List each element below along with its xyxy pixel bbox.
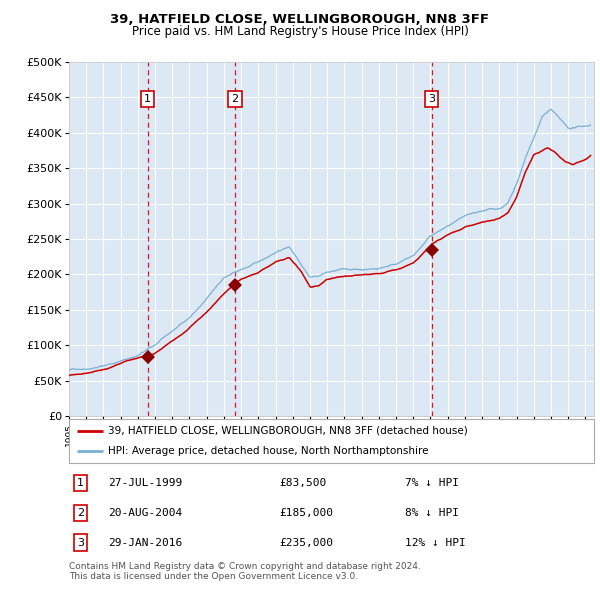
Text: 12% ↓ HPI: 12% ↓ HPI [405, 537, 466, 548]
Text: 1: 1 [77, 478, 84, 488]
Text: £83,500: £83,500 [279, 478, 326, 488]
Text: 20-AUG-2004: 20-AUG-2004 [109, 508, 182, 517]
Text: 27-JUL-1999: 27-JUL-1999 [109, 478, 182, 488]
Text: Contains HM Land Registry data © Crown copyright and database right 2024.
This d: Contains HM Land Registry data © Crown c… [69, 562, 421, 581]
Text: 2: 2 [232, 94, 238, 104]
Text: 39, HATFIELD CLOSE, WELLINGBOROUGH, NN8 3FF (detached house): 39, HATFIELD CLOSE, WELLINGBOROUGH, NN8 … [109, 426, 468, 436]
Text: 3: 3 [77, 537, 84, 548]
Text: 39, HATFIELD CLOSE, WELLINGBOROUGH, NN8 3FF: 39, HATFIELD CLOSE, WELLINGBOROUGH, NN8 … [110, 13, 490, 26]
Text: 3: 3 [428, 94, 436, 104]
Text: 2: 2 [77, 508, 84, 517]
Text: £235,000: £235,000 [279, 537, 333, 548]
Text: 29-JAN-2016: 29-JAN-2016 [109, 537, 182, 548]
Text: HPI: Average price, detached house, North Northamptonshire: HPI: Average price, detached house, Nort… [109, 446, 429, 456]
Text: Price paid vs. HM Land Registry's House Price Index (HPI): Price paid vs. HM Land Registry's House … [131, 25, 469, 38]
Text: 7% ↓ HPI: 7% ↓ HPI [405, 478, 459, 488]
Text: 8% ↓ HPI: 8% ↓ HPI [405, 508, 459, 517]
Text: 1: 1 [144, 94, 151, 104]
Text: £185,000: £185,000 [279, 508, 333, 517]
